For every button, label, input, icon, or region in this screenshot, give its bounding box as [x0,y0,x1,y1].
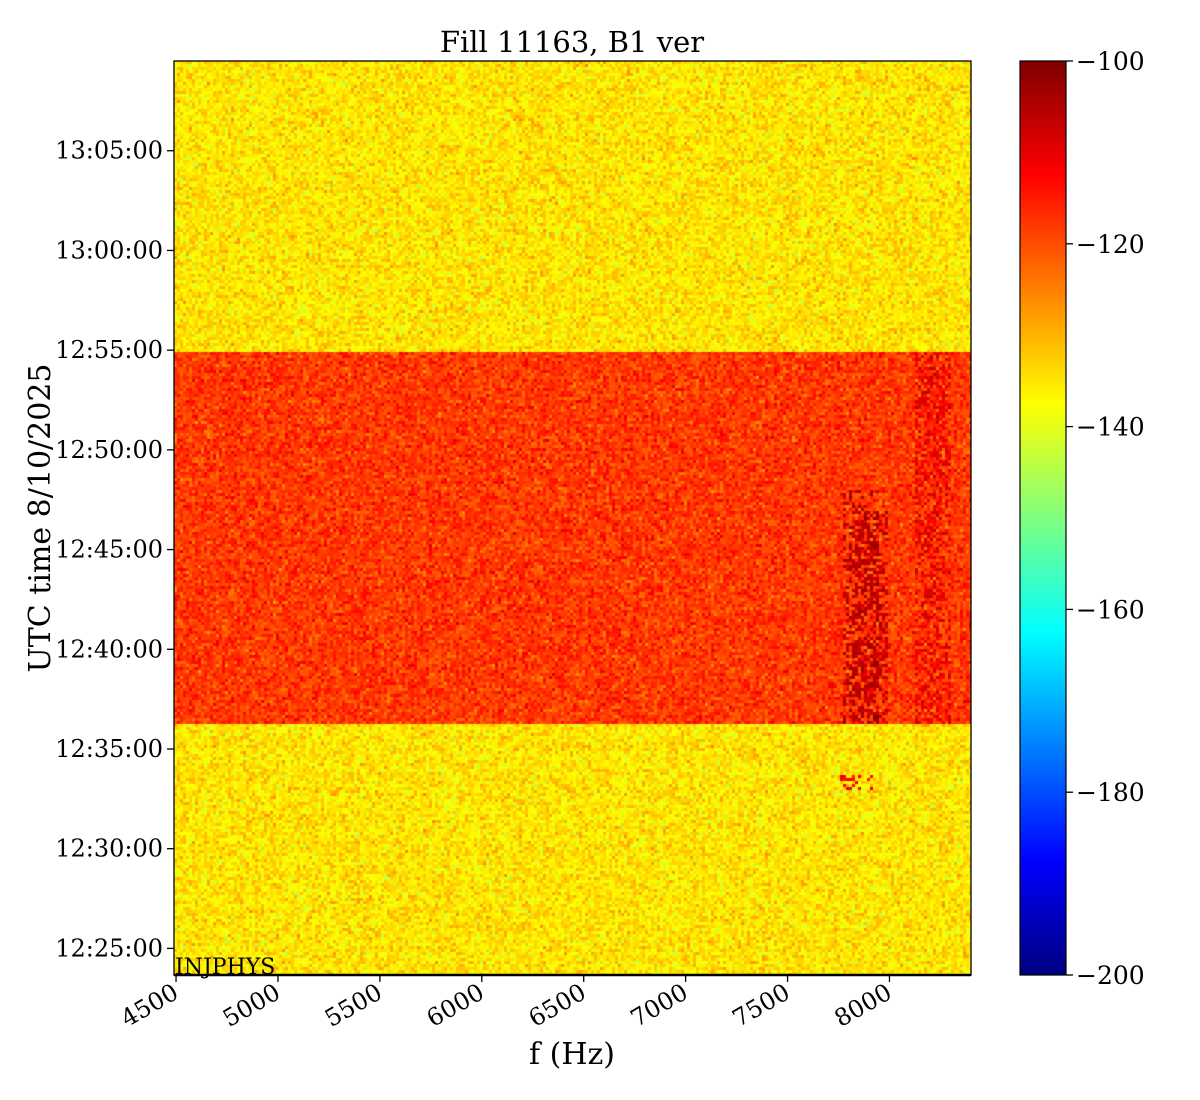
colorbar-tick-label: −180 [1076,778,1145,807]
x-tick-label: 7000 [626,978,693,1033]
x-tick-label: 5000 [218,978,285,1033]
colorbar-tick-label: −120 [1076,230,1145,259]
x-tick-label: 7500 [728,978,795,1033]
y-tick-label: 12:30:00 [55,835,163,863]
y-tick-label: 13:00:00 [55,236,163,264]
y-axis-ticks: 12:25:00 12:30:00 12:35:00 12:40:00 12:45:00… [55,137,174,962]
y-tick-label: 12:55:00 [55,336,163,364]
x-tick-label: 6000 [422,978,489,1033]
y-tick-label: 12:40:00 [55,635,163,663]
x-axis-label: f (Hz) [529,1037,615,1072]
colorbar-ticks: −100 −120 −140 −160 −180 −200 [1066,47,1145,990]
colorbar-tick-label: −200 [1076,961,1145,990]
y-tick-label: 12:45:00 [55,536,163,564]
y-tick-label: 13:05:00 [55,137,163,165]
x-tick-label: 6500 [524,978,591,1033]
x-tick-label: 5500 [320,978,387,1033]
heatmap-image [174,61,971,975]
y-axis-label: UTC time 8/10/2025 [23,364,58,673]
y-tick-label: 12:25:00 [55,934,163,962]
y-tick-label: 12:50:00 [55,436,163,464]
colorbar-tick-label: −160 [1076,595,1145,624]
x-tick-label: 4500 [116,978,183,1033]
annotation-label: INJPHYS [175,955,275,980]
chart-title: Fill 11163, B1 ver [440,25,704,59]
heatmap-image-holder [174,61,971,975]
x-tick-label: 8000 [830,978,897,1033]
y-tick-label: 12:35:00 [55,735,163,763]
colorbar-tick-label: −100 [1076,47,1145,76]
colorbar-tick-label: −140 [1076,413,1145,442]
colorbar [1019,60,1067,976]
x-axis-ticks: 4500 5000 5500 6000 6500 7000 7500 8000 [116,975,896,1033]
